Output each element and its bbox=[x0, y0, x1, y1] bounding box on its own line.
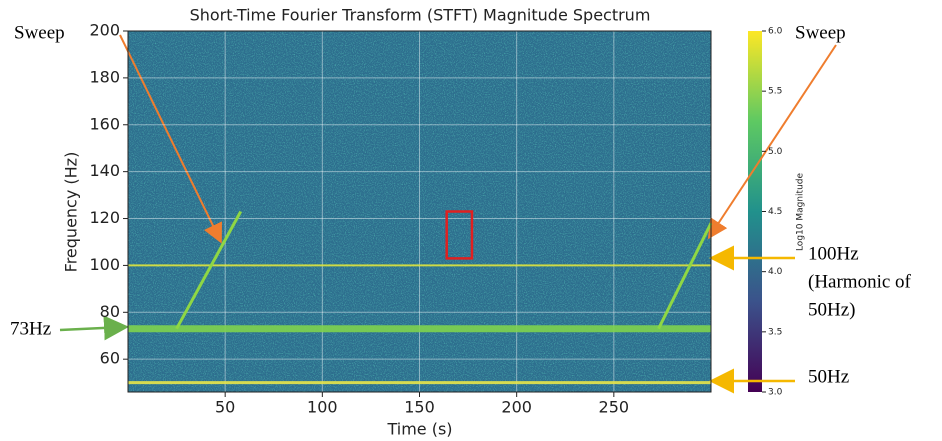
x-tick-label: 250 bbox=[599, 398, 630, 417]
colorbar-tick-label: 6.0 bbox=[768, 27, 783, 37]
x-tick-label: 100 bbox=[307, 398, 338, 417]
colorbar-tick-label: 5.0 bbox=[768, 147, 783, 157]
colorbar bbox=[748, 31, 762, 392]
highlight-box bbox=[445, 210, 474, 260]
annotation: 50Hz bbox=[808, 366, 849, 387]
colorbar-tick-label: 5.5 bbox=[768, 87, 782, 97]
arrow bbox=[119, 34, 222, 244]
plot-frame bbox=[127, 30, 712, 393]
sweep-line bbox=[657, 222, 713, 330]
colorbar-tick-label: 3.0 bbox=[768, 388, 783, 398]
x-axis-label: Time (s) bbox=[386, 420, 452, 439]
y-tick-label: 180 bbox=[89, 67, 120, 86]
y-axis-label: Frequency (Hz) bbox=[62, 152, 81, 273]
colorbar-tick-label: 4.5 bbox=[768, 207, 782, 217]
annotation: 50Hz) bbox=[808, 299, 855, 320]
annotation: Sweep bbox=[14, 22, 65, 43]
y-tick-label: 140 bbox=[89, 161, 120, 180]
arrow bbox=[59, 315, 129, 341]
x-tick-label: 50 bbox=[215, 398, 235, 417]
x-tick-label: 200 bbox=[501, 398, 532, 417]
y-tick-label: 80 bbox=[100, 302, 120, 321]
y-tick-label: 120 bbox=[89, 208, 120, 227]
chart-title: Short-Time Fourier Transform (STFT) Magn… bbox=[190, 6, 651, 25]
annotation: (Harmonic of bbox=[808, 271, 912, 292]
annotation: 100Hz bbox=[808, 243, 859, 264]
arrow bbox=[707, 44, 837, 240]
annotation: 73Hz bbox=[10, 318, 51, 339]
y-tick-label: 100 bbox=[89, 255, 120, 274]
y-tick-label: 160 bbox=[89, 114, 120, 133]
y-tick-label: 200 bbox=[89, 21, 120, 40]
sweep-line bbox=[175, 210, 243, 330]
annotation: Sweep bbox=[795, 22, 846, 43]
y-tick-label: 60 bbox=[100, 349, 120, 368]
x-tick-label: 150 bbox=[404, 398, 435, 417]
colorbar-tick-label: 4.0 bbox=[768, 267, 783, 277]
colorbar-tick-label: 3.5 bbox=[768, 327, 782, 337]
colorbar-label: Log10 Magnitude bbox=[796, 173, 806, 252]
